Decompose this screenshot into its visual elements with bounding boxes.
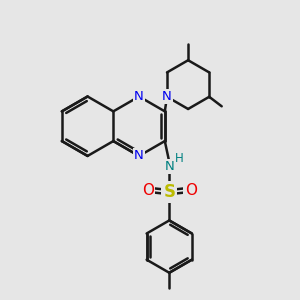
Text: S: S bbox=[163, 183, 175, 201]
Text: O: O bbox=[142, 183, 154, 198]
Text: N: N bbox=[134, 149, 144, 162]
Text: H: H bbox=[175, 152, 184, 165]
Text: O: O bbox=[185, 183, 197, 198]
Text: N: N bbox=[164, 160, 174, 173]
Text: N: N bbox=[134, 90, 144, 103]
Text: N: N bbox=[162, 90, 172, 103]
